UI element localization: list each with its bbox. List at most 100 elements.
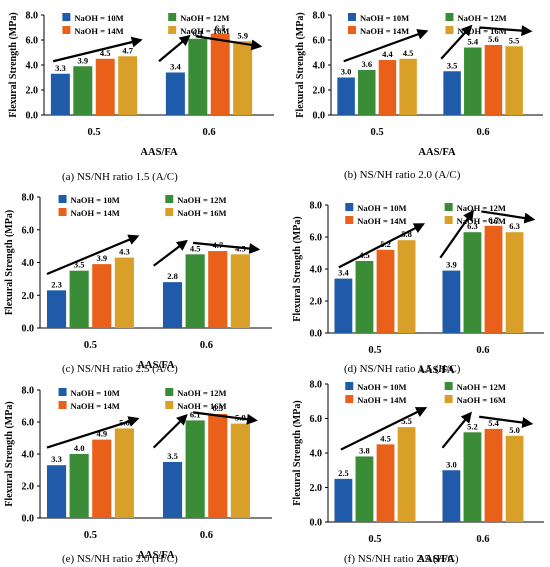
bar [185, 254, 205, 328]
bar [397, 427, 416, 522]
bar [376, 249, 395, 333]
legend-swatch [58, 208, 67, 216]
legend-swatch [62, 13, 71, 21]
x-tick-label: 0.6 [200, 530, 213, 541]
data-label: 3.5 [447, 60, 458, 70]
bar [233, 41, 253, 115]
bar [358, 70, 376, 115]
data-label: 3.5 [74, 260, 85, 270]
panel-caption: (b) NS/NH ratio 2.0 (A/C) [344, 169, 461, 181]
bar [208, 251, 228, 328]
trend-arrow [152, 414, 188, 449]
x-axis-label: AAS/FA [140, 147, 178, 158]
bar [69, 270, 89, 328]
bar [162, 462, 183, 518]
y-tick-label: 2.0 [310, 297, 323, 308]
y-tick-label: 4.0 [310, 449, 323, 460]
panel-caption-text: NS/NH ratio 2.5 (A/C) [77, 363, 178, 375]
panel-letter: (f) [344, 553, 358, 565]
y-tick-label: 0.0 [310, 518, 323, 529]
legend-swatch [165, 208, 174, 216]
y-axis-label: Flexural Strength (MPa) [292, 216, 303, 321]
y-axis-label: Flexural Strength (MPa) [292, 400, 303, 505]
data-label: 3.4 [338, 268, 349, 278]
legend-swatch [444, 395, 453, 403]
legend-label: NaOH = 10M [71, 388, 120, 398]
chart-panel-e: 0.0 2.0 4.0 6.0 8.0 Flexural Strength (MPa) 3.… [4, 386, 272, 565]
data-label: 4.5 [190, 243, 201, 253]
bar [334, 478, 353, 522]
bar [188, 38, 208, 115]
data-label: 4.5 [380, 433, 391, 443]
trend-arrow [158, 34, 191, 63]
bar [378, 60, 397, 115]
legend-label: NaOH = 14M [71, 401, 120, 411]
legend-swatch [347, 26, 356, 34]
data-label: 5.5 [509, 35, 520, 45]
legend-label: NaOH = 16M [457, 395, 506, 405]
bar [73, 66, 93, 115]
chart-panel-f: 0.0 2.0 4.0 6.0 8.0 Flexural Strength (MPa) 2.… [292, 380, 544, 565]
panel-letter: (c) [62, 363, 77, 375]
bar [230, 254, 250, 328]
legend-label: NaOH = 14M [360, 26, 409, 36]
y-tick-label: 4.0 [310, 265, 323, 276]
legend-label: NaOH = 10M [357, 382, 406, 392]
x-tick-label: 0.5 [368, 534, 381, 545]
legend-label: NaOH = 16M [457, 216, 506, 226]
legend-label: NaOH = 14M [74, 26, 123, 36]
y-tick-label: 4.0 [313, 61, 326, 72]
panel-caption-text: NS/NH ratio 2.0 (H/C) [77, 553, 178, 565]
x-tick-label: 0.6 [200, 340, 213, 351]
data-label: 4.7 [122, 45, 133, 55]
x-tick-label: 0.5 [84, 340, 97, 351]
trend-arrow [481, 210, 536, 224]
legend-label: NaOH = 10M [74, 13, 123, 23]
legend-label: NaOH = 10M [360, 13, 409, 23]
x-axis-label: AAS/FA [417, 554, 455, 565]
legend-swatch [168, 13, 177, 21]
bar [484, 225, 503, 333]
y-tick-label: 2.0 [26, 86, 39, 97]
data-label: 5.4 [467, 37, 478, 47]
data-label: 5.0 [509, 425, 520, 435]
legend-label: NaOH = 14M [357, 395, 406, 405]
panel-letter: (d) [344, 363, 360, 375]
trend-arrow [153, 239, 188, 267]
data-label: 3.0 [341, 67, 352, 77]
bar [165, 72, 185, 115]
y-tick-label: 4.0 [22, 258, 35, 269]
x-axis-label: AAS/FA [137, 360, 175, 371]
legend-label: NaOH = 14M [357, 216, 406, 226]
panel-letter: (e) [62, 553, 77, 565]
panel-caption: (f) NS/NH ratio 2.5 (H/C) [344, 553, 459, 565]
panel-letter: (a) [62, 171, 77, 183]
bar [464, 47, 482, 115]
data-label: 5.9 [237, 30, 248, 40]
legend-label: NaOH = 12M [177, 195, 226, 205]
legend-label: NaOH = 16M [177, 401, 226, 411]
bar [505, 46, 523, 115]
data-label: 3.0 [446, 459, 457, 469]
legend-swatch [345, 216, 354, 224]
y-tick-label: 0.0 [26, 111, 39, 122]
y-tick-label: 0.0 [310, 329, 323, 340]
bar [484, 428, 503, 522]
y-tick-label: 4.0 [26, 61, 39, 72]
y-tick-label: 2.0 [22, 482, 35, 493]
data-label: 4.0 [74, 443, 85, 453]
y-tick-label: 2.0 [313, 86, 326, 97]
data-label: 4.5 [100, 48, 111, 58]
legend-swatch [58, 388, 67, 396]
legend-label: NaOH = 14M [71, 208, 120, 218]
legend-swatch [347, 13, 356, 21]
data-label: 2.8 [167, 271, 178, 281]
y-tick-label: 0.0 [22, 514, 35, 525]
bar [334, 278, 353, 333]
bar [337, 77, 355, 115]
bar [355, 261, 374, 333]
legend-swatch [58, 195, 67, 203]
bar [443, 71, 461, 115]
trend-arrow [479, 415, 534, 428]
data-label: 5.5 [401, 416, 412, 426]
